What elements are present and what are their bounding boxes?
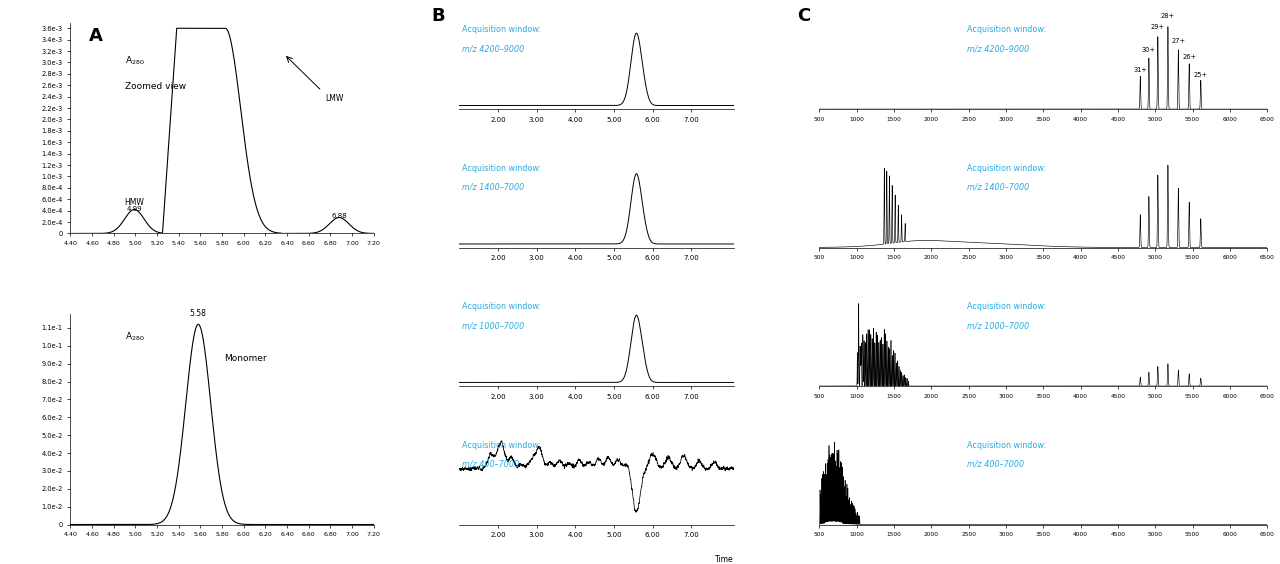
Text: Acquisition window:: Acquisition window: — [462, 25, 541, 34]
Text: C: C — [797, 7, 810, 25]
Text: m/z 1400–7000: m/z 1400–7000 — [968, 183, 1029, 192]
Text: 29+: 29+ — [1151, 24, 1165, 30]
Text: Acquisition window:: Acquisition window: — [968, 440, 1046, 450]
Text: Acquisition window:: Acquisition window: — [462, 164, 541, 173]
Text: A: A — [88, 27, 102, 45]
Text: B: B — [431, 7, 445, 25]
Text: 6.88: 6.88 — [332, 213, 347, 219]
Text: m/z 400–7000: m/z 400–7000 — [462, 460, 520, 469]
Text: A$_{280}$: A$_{280}$ — [125, 54, 145, 67]
Text: Acquisition window:: Acquisition window: — [968, 302, 1046, 311]
Text: Acquisition window:: Acquisition window: — [462, 440, 541, 450]
Text: A$_{280}$: A$_{280}$ — [125, 331, 145, 343]
Text: m/z 1000–7000: m/z 1000–7000 — [462, 321, 525, 330]
Text: Acquisition window:: Acquisition window: — [968, 164, 1046, 173]
Text: 31+: 31+ — [1133, 67, 1147, 73]
Text: Acquisition window:: Acquisition window: — [968, 25, 1046, 34]
Text: 28+: 28+ — [1161, 13, 1175, 19]
Text: m/z 4200–9000: m/z 4200–9000 — [462, 44, 525, 53]
Text: Monomer: Monomer — [224, 354, 268, 363]
Text: m/z 400–7000: m/z 400–7000 — [968, 460, 1024, 469]
Text: HMW: HMW — [124, 199, 145, 207]
Text: LMW: LMW — [325, 94, 343, 103]
Text: m/z 1400–7000: m/z 1400–7000 — [462, 183, 525, 192]
Text: m/z 1000–7000: m/z 1000–7000 — [968, 321, 1029, 330]
Text: 26+: 26+ — [1183, 54, 1197, 60]
Text: Acquisition window:: Acquisition window: — [462, 302, 541, 311]
Text: 27+: 27+ — [1171, 38, 1185, 45]
Text: Zoomed view: Zoomed view — [125, 82, 186, 91]
Text: m/z 4200–9000: m/z 4200–9000 — [968, 44, 1029, 53]
Text: Time: Time — [716, 555, 733, 564]
Text: 25+: 25+ — [1194, 72, 1208, 78]
Text: 5.58: 5.58 — [189, 309, 206, 318]
Text: 4.99: 4.99 — [127, 206, 142, 212]
Text: 30+: 30+ — [1142, 47, 1156, 54]
